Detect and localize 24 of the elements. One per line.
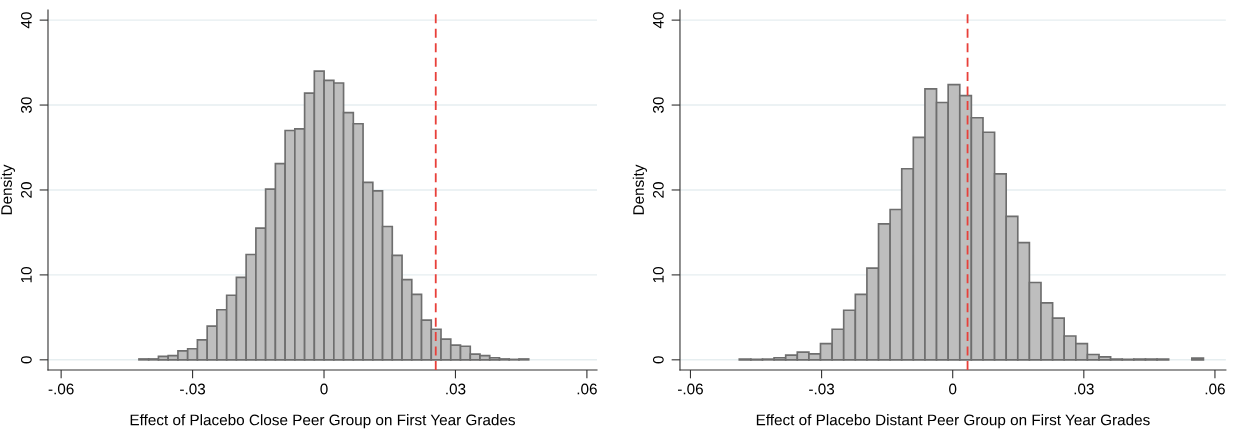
x-tick-label: -.06: [677, 383, 703, 395]
y-tick-label: 30: [20, 97, 32, 113]
x-tick-label: .03: [1074, 383, 1094, 395]
x-axis-title: Effect of Placebo Distant Peer Group on First Year Grades: [756, 414, 1150, 429]
y-tick-label: 10: [652, 266, 664, 283]
x-tick-label: 0: [320, 383, 328, 395]
y-tick-label: 20: [20, 182, 32, 198]
y-tick-label: 20: [652, 182, 664, 198]
y-tick-label: 10: [20, 266, 32, 283]
x-tick-label: .06: [577, 383, 597, 395]
x-tick-label: 0: [949, 383, 957, 395]
y-tick-label: 0: [20, 356, 32, 364]
y-axis-title: Density: [632, 164, 647, 215]
x-tick-label: .03: [446, 383, 466, 395]
y-tick-label: 0: [652, 356, 664, 364]
y-tick-label: 40: [652, 12, 664, 29]
x-tick-label: -.06: [48, 383, 74, 395]
y-axis-title: Density: [0, 164, 15, 215]
y-tick-label: 40: [20, 12, 32, 29]
x-axis-title: Effect of Placebo Close Peer Group on First Year Grades: [130, 414, 516, 429]
x-tick-label: -.03: [180, 383, 206, 395]
x-tick-label: .06: [1205, 383, 1225, 395]
y-tick-label: 30: [652, 97, 664, 113]
x-tick-label: -.03: [809, 383, 835, 395]
